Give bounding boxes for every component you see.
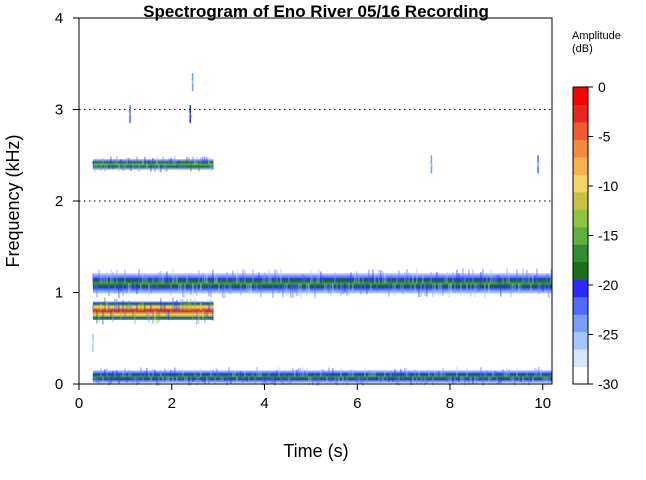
y-tick-label: 4 (55, 10, 63, 27)
colorbar-swatch (573, 331, 588, 350)
signal-band-2 (92, 268, 552, 299)
spot-mark (128, 110, 132, 118)
colorbar-swatch (573, 104, 588, 123)
colorbar-tick-label: -25 (598, 327, 618, 343)
colorbar-swatch (573, 279, 588, 298)
signal-spot-3 (191, 73, 195, 92)
spot-mark (91, 339, 95, 346)
colorbar: 0 -5 -10 -15 -20 -25 -30 (572, 79, 618, 392)
chart-title: Spectrogram of Eno River 05/16 Recording (143, 2, 489, 21)
colorbar-swatch (573, 349, 588, 368)
y-axis-label: Frequency (kHz) (3, 134, 23, 267)
x-tick-label: 8 (446, 395, 454, 412)
spot-mark (536, 161, 540, 168)
gridlines (79, 109, 552, 202)
spot-mark (191, 78, 195, 86)
colorbar-swatch (573, 244, 588, 263)
colorbar-tick-label: -15 (598, 228, 618, 244)
spectrogram-heatmap (91, 73, 552, 387)
colorbar-swatch (573, 366, 588, 385)
signal-band-3 (92, 297, 214, 325)
colorbar-swatch (573, 87, 588, 105)
x-tick-label: 2 (168, 395, 176, 412)
y-axis: 0 1 2 3 4 (55, 10, 79, 393)
colorbar-title-line1: Amplitude (572, 30, 621, 42)
x-tick-label: 6 (353, 395, 361, 412)
x-tick-label: 0 (75, 395, 83, 412)
colorbar-swatch (573, 121, 588, 140)
colorbar-title-line2: (dB) (572, 43, 593, 55)
x-axis-label: Time (s) (283, 441, 348, 461)
signal-band-1 (92, 367, 552, 387)
colorbar-swatch (573, 139, 588, 158)
colorbar-swatch (573, 191, 588, 210)
colorbar-tick-label: -10 (598, 178, 618, 194)
colorbar-tick-label: 0 (598, 79, 606, 95)
colorbar-swatch (573, 296, 588, 315)
x-tick-label: 10 (534, 395, 551, 412)
x-tick-label: 4 (260, 395, 268, 412)
signal-spot-4 (429, 155, 433, 174)
colorbar-swatch (573, 314, 588, 333)
signal-spot-6 (91, 333, 95, 352)
colorbar-tick-label: -20 (598, 277, 618, 293)
colorbar-swatch (573, 174, 588, 193)
signal-spot-1 (128, 105, 132, 124)
y-tick-label: 0 (55, 376, 63, 393)
colorbar-swatch (573, 226, 588, 245)
signal-spot-5 (536, 155, 540, 174)
x-axis: 0 2 4 6 8 10 (75, 384, 551, 412)
signal-spot-2 (188, 105, 192, 124)
colorbar-swatch (573, 209, 588, 228)
colorbar-tick-label: -5 (598, 129, 611, 145)
signal-band-4 (92, 156, 214, 173)
spot-mark (188, 110, 192, 118)
y-tick-label: 3 (55, 102, 63, 119)
y-tick-label: 1 (55, 285, 63, 302)
spot-mark (429, 161, 433, 168)
colorbar-swatch (573, 261, 588, 280)
colorbar-tick-label: -30 (598, 376, 618, 392)
colorbar-swatch (573, 156, 588, 175)
y-tick-label: 2 (55, 193, 63, 210)
